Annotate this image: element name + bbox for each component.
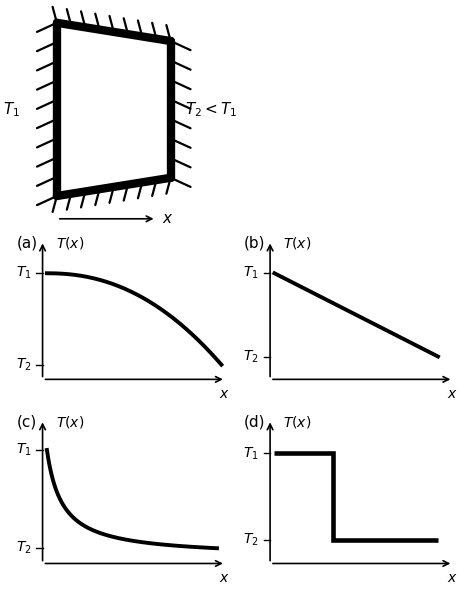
Text: $T_1$: $T_1$ [16, 442, 32, 458]
Text: (b): (b) [244, 236, 265, 251]
Text: $x$: $x$ [447, 387, 457, 401]
Text: (d): (d) [244, 415, 265, 429]
Text: $T_2$: $T_2$ [16, 540, 32, 556]
Text: (a): (a) [17, 236, 37, 251]
Text: $T_2$: $T_2$ [244, 532, 259, 548]
Text: $x$: $x$ [447, 571, 457, 585]
Text: $T_1$: $T_1$ [244, 265, 259, 282]
Text: $T(x)$: $T(x)$ [55, 413, 84, 429]
Text: $T(x)$: $T(x)$ [55, 235, 84, 251]
Text: $x$: $x$ [219, 571, 230, 585]
Text: $T(x)$: $T(x)$ [283, 413, 311, 429]
Text: $x$: $x$ [219, 387, 230, 401]
Text: $T_1$: $T_1$ [244, 445, 259, 461]
Text: $T_2 < T_1$: $T_2 < T_1$ [185, 100, 237, 119]
Text: (c): (c) [17, 415, 36, 429]
Text: $T(x)$: $T(x)$ [283, 235, 311, 251]
Text: $T_1$: $T_1$ [3, 100, 20, 119]
Text: $T_1$: $T_1$ [16, 265, 32, 282]
Text: $x$: $x$ [162, 211, 173, 226]
Text: $T_2$: $T_2$ [244, 348, 259, 365]
Text: $T_2$: $T_2$ [16, 357, 32, 373]
